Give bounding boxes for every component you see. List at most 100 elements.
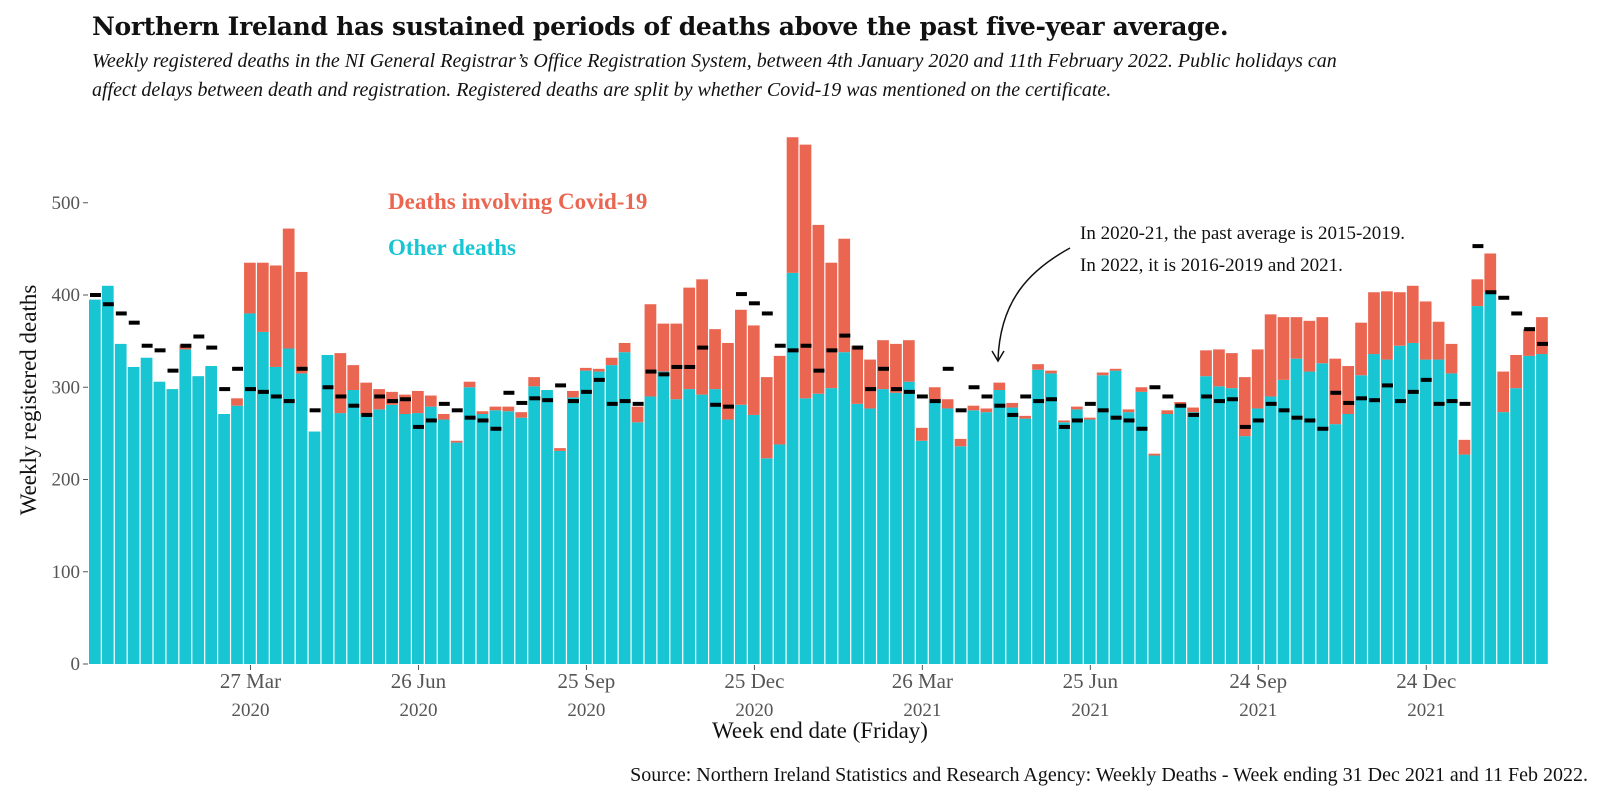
bar-other-deaths — [334, 413, 347, 664]
bar-other-deaths — [915, 440, 928, 664]
bar-other-deaths — [1225, 388, 1238, 664]
average-marker — [1498, 295, 1510, 300]
bar-covid-deaths — [1445, 343, 1458, 374]
bar-other-deaths — [1523, 355, 1535, 664]
x-tick-label-year: 2020 — [232, 700, 270, 721]
average-marker — [1394, 399, 1406, 404]
bar-other-deaths — [928, 399, 941, 664]
bar-other-deaths — [657, 371, 670, 664]
average-marker — [826, 348, 838, 353]
x-tick-label-year: 2020 — [735, 700, 773, 721]
bar-other-deaths — [89, 299, 101, 664]
bar-covid-deaths — [825, 262, 838, 389]
x-axis: 27 Mar 2020 26 Jun 2020 25 Sep 2020 25 Dec 2020… — [220, 665, 1456, 721]
bar-covid-deaths — [605, 357, 618, 366]
bar-other-deaths — [1458, 454, 1471, 664]
bar-other-deaths — [825, 388, 838, 664]
average-marker — [90, 293, 101, 297]
bar-covid-deaths — [347, 365, 360, 391]
average-marker — [232, 366, 244, 371]
bar-other-deaths — [114, 343, 127, 664]
bar-covid-deaths — [799, 144, 812, 399]
bar-covid-deaths — [1316, 317, 1329, 364]
bar-other-deaths — [1342, 414, 1354, 664]
bar-other-deaths — [476, 414, 489, 664]
bar-covid-deaths — [683, 287, 696, 390]
bar-covid-deaths — [864, 359, 876, 409]
average-marker — [1097, 408, 1109, 413]
bar-other-deaths — [760, 458, 773, 664]
bar-covid-deaths — [334, 353, 347, 414]
bar-other-deaths — [1213, 386, 1225, 664]
bar-covid-deaths — [1458, 439, 1471, 455]
bar-covid-deaths — [786, 137, 799, 273]
bar-covid-deaths — [709, 329, 721, 390]
average-marker — [1252, 418, 1264, 423]
bar-other-deaths — [1006, 407, 1019, 664]
source-note: Source: Northern Ireland Statistics and … — [630, 764, 1588, 786]
x-tick-label-year: 2020 — [567, 700, 605, 721]
bar-covid-deaths — [1432, 321, 1445, 360]
bar-other-deaths — [166, 389, 179, 664]
bar-covid-deaths — [722, 342, 734, 420]
bar-other-deaths — [1484, 292, 1497, 664]
average-marker — [1110, 415, 1122, 420]
average-marker — [1033, 399, 1045, 404]
x-tick-label-year: 2020 — [399, 700, 437, 721]
chart-subtitle: Weekly registered deaths in the NI Gener… — [92, 50, 1337, 101]
average-marker — [1007, 412, 1019, 417]
average-marker — [309, 408, 321, 413]
average-marker — [141, 343, 153, 348]
average-marker — [1046, 397, 1058, 402]
bar-covid-deaths — [1083, 417, 1096, 420]
y-tick-label: 300 — [52, 377, 81, 398]
average-marker — [1433, 401, 1445, 406]
bar-other-deaths — [295, 373, 308, 664]
bar-other-deaths — [1316, 363, 1329, 664]
average-marker — [774, 343, 786, 348]
bar-other-deaths — [890, 392, 902, 664]
bar-other-deaths — [1187, 412, 1199, 664]
bar-other-deaths — [1536, 354, 1548, 664]
bar-other-deaths — [1303, 371, 1316, 664]
bar-covid-deaths — [993, 382, 1006, 391]
bar-other-deaths — [1045, 373, 1057, 664]
y-axis: 0 100 200 300 400 500 — [52, 193, 88, 675]
average-marker — [968, 385, 980, 390]
bar-other-deaths — [502, 411, 515, 664]
bar-covid-deaths — [373, 389, 385, 410]
bar-covid-deaths — [567, 390, 579, 398]
legend-other: Other deaths — [388, 235, 516, 260]
bar-other-deaths — [1019, 418, 1031, 664]
bar-other-deaths — [1329, 424, 1342, 664]
bar-covid-deaths — [1045, 370, 1057, 374]
x-tick-label-year: 2021 — [903, 700, 941, 721]
average-marker — [1485, 290, 1497, 295]
bar-other-deaths — [696, 394, 708, 664]
bar-other-deaths — [812, 393, 825, 664]
bar-other-deaths — [244, 313, 256, 664]
average-marker — [684, 364, 696, 369]
bar-other-deaths — [709, 389, 721, 664]
bar-other-deaths — [592, 371, 605, 664]
average-marker — [180, 343, 192, 348]
bar-other-deaths — [153, 381, 166, 664]
bar-other-deaths — [489, 410, 502, 664]
bar-covid-deaths — [412, 390, 424, 414]
average-marker — [671, 364, 683, 369]
bar-other-deaths — [360, 414, 373, 664]
average-marker — [1343, 400, 1355, 405]
average-marker — [1537, 341, 1548, 346]
average-marker — [1472, 244, 1484, 249]
average-marker — [425, 418, 437, 423]
average-marker — [1175, 403, 1187, 408]
bar-covid-deaths — [773, 355, 786, 445]
bar-other-deaths — [773, 444, 786, 664]
bar-covid-deaths — [967, 405, 980, 411]
average-marker — [761, 311, 773, 316]
bar-covid-deaths — [1510, 354, 1522, 389]
average-marker — [619, 399, 631, 404]
bar-covid-deaths — [231, 398, 243, 406]
bar-other-deaths — [463, 387, 476, 664]
